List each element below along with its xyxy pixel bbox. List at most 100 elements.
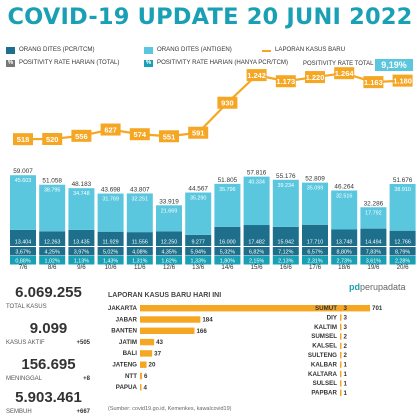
positivity-pcr-label: 0,88% bbox=[15, 259, 30, 265]
bar-antigen-label: 32.251 bbox=[132, 196, 149, 202]
positivity-pcr-label: 1,43% bbox=[103, 259, 118, 265]
provinces-title: LAPORAN KASUS BARU HARI INI bbox=[108, 292, 222, 299]
province-bar bbox=[340, 333, 342, 340]
province-value: 701 bbox=[372, 305, 383, 312]
legend-label-kasus-baru: LAPORAN KASUS BARU bbox=[275, 46, 346, 53]
positivity-total-cell bbox=[214, 247, 241, 256]
province-bar bbox=[140, 305, 370, 312]
x-tick-label: 12/6 bbox=[163, 264, 176, 270]
positivity-pcr-label: 2,15% bbox=[249, 259, 264, 265]
province-value: 43 bbox=[156, 339, 163, 346]
province-name: SUMSEL bbox=[311, 333, 337, 340]
bar-pcr-label: 11.929 bbox=[103, 240, 119, 246]
x-tick-label: 19/6 bbox=[367, 264, 380, 270]
logo: pdperupadata bbox=[349, 282, 406, 292]
province-name: SUMUT bbox=[315, 305, 337, 312]
positivity-pcr-label: 2,28% bbox=[395, 259, 410, 265]
total-kasus-value: 6.069.255 bbox=[15, 284, 82, 301]
positivity-total-cell bbox=[126, 247, 153, 256]
point-kasus-baru-label: 574 bbox=[134, 130, 147, 139]
positivity-total-label: 4,25% bbox=[45, 250, 60, 256]
point-kasus-baru-label: 627 bbox=[104, 126, 117, 135]
bar-pcr-label: 12.263 bbox=[44, 240, 61, 246]
bar-antigen bbox=[360, 207, 387, 229]
bar-antigen bbox=[272, 179, 299, 227]
province-bar bbox=[340, 370, 342, 378]
bar-total-label: 51.676 bbox=[393, 177, 413, 184]
positivity-total-label: 7,12% bbox=[278, 250, 293, 256]
province-name: KALBAR bbox=[311, 361, 338, 368]
province-name: JATIM bbox=[119, 339, 137, 346]
province-value: 184 bbox=[202, 317, 213, 324]
positivity-pcr-label: 1,13% bbox=[74, 259, 89, 265]
bar-pcr-label: 13.404 bbox=[15, 240, 32, 246]
meninggal-value: 156.695 bbox=[21, 356, 76, 373]
point-kasus-baru-label: 1.180 bbox=[393, 77, 412, 86]
point-kasus-baru bbox=[246, 69, 267, 82]
province-value: 4 bbox=[144, 384, 148, 391]
province-name: SULSEL bbox=[313, 380, 338, 387]
bar-antigen bbox=[331, 190, 358, 230]
kasus-aktif-delta: +505 bbox=[76, 340, 90, 346]
meninggal-delta: +8 bbox=[83, 376, 90, 382]
province-value: 3 bbox=[344, 305, 348, 312]
province-value: 1 bbox=[344, 380, 348, 387]
bar-pcr bbox=[389, 230, 416, 246]
bar-total-label: 46.264 bbox=[334, 183, 354, 190]
positivity-pcr-cell bbox=[389, 256, 416, 265]
bar-antigen bbox=[302, 182, 328, 225]
bar-antigen-label: 38.910 bbox=[394, 187, 411, 193]
positivity-pcr-label: 1,33% bbox=[191, 259, 206, 265]
bar-pcr bbox=[10, 229, 36, 246]
point-kasus-baru bbox=[159, 130, 179, 143]
bar-antigen-label: 45.603 bbox=[15, 178, 32, 184]
province-bar bbox=[340, 323, 342, 331]
meninggal-label: MENINGGAL bbox=[6, 376, 43, 382]
bar-total-label: 55.176 bbox=[276, 173, 296, 180]
province-name: JATENG bbox=[112, 362, 137, 369]
province-value: 2 bbox=[344, 352, 348, 359]
kasus-aktif-label: KASUS AKTIF bbox=[6, 340, 45, 346]
bar-pcr bbox=[39, 231, 66, 246]
x-tick-label: 14/6 bbox=[221, 264, 234, 270]
bar-antigen-label: 35.099 bbox=[307, 186, 324, 192]
bar-pcr-label: 13.748 bbox=[336, 240, 353, 246]
positivity-total-label: 5,94% bbox=[191, 250, 206, 256]
legend-swatch-positivity-pcr: % bbox=[144, 60, 153, 67]
bar-total-label: 33.919 bbox=[159, 198, 179, 205]
province-name: JABAR bbox=[116, 316, 138, 323]
province-bar bbox=[140, 338, 155, 346]
positivity-pcr-cell bbox=[302, 256, 328, 265]
bar-total-label: 52.809 bbox=[305, 176, 325, 183]
bar-total-label: 51.058 bbox=[42, 178, 62, 185]
logo-mark: pd bbox=[349, 282, 360, 292]
positivity-total-cell bbox=[302, 247, 328, 256]
bar-antigen-label: 17.792 bbox=[365, 210, 382, 216]
positivity-total-cell bbox=[272, 247, 299, 256]
bar-total-label: 57.816 bbox=[247, 170, 267, 177]
sembuh-label: SEMBUH bbox=[6, 409, 32, 415]
kasus-aktif-value: 9.099 bbox=[29, 320, 68, 337]
point-kasus-baru-label: 518 bbox=[17, 135, 30, 144]
bar-pcr bbox=[97, 231, 124, 246]
bar-pcr-label: 17.482 bbox=[248, 240, 265, 246]
province-value: 20 bbox=[149, 362, 156, 369]
bar-pcr bbox=[243, 225, 270, 246]
bar-antigen bbox=[389, 183, 416, 231]
positivity-total-cell bbox=[360, 247, 387, 256]
province-name: BALI bbox=[123, 350, 138, 357]
point-kasus-baru bbox=[100, 123, 121, 136]
bar-total-label: 59.007 bbox=[13, 168, 33, 175]
positivity-total-cell bbox=[389, 247, 416, 256]
point-kasus-baru-label: 1.163 bbox=[364, 78, 383, 87]
bar-antigen bbox=[39, 184, 66, 232]
province-name: NTT bbox=[125, 373, 137, 380]
bar-antigen bbox=[243, 176, 270, 226]
bar-antigen bbox=[185, 192, 212, 235]
bar-pcr-label: 14.494 bbox=[365, 240, 382, 246]
x-tick-label: 20/6 bbox=[397, 264, 410, 270]
positivity-pcr-cell bbox=[68, 256, 95, 265]
positivity-total-label: 4,35% bbox=[161, 250, 176, 256]
bar-pcr-label: 13.435 bbox=[73, 240, 90, 246]
sembuh-value: 5.903.461 bbox=[15, 389, 82, 406]
